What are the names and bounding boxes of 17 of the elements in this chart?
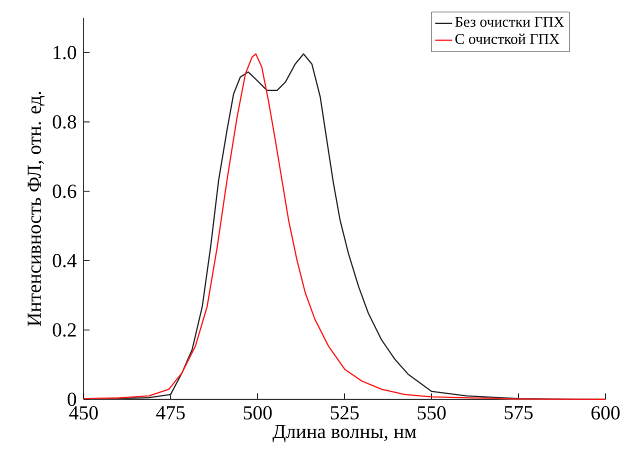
y-tick-label: 0.2 — [52, 323, 76, 337]
x-tick-label: 450 — [69, 406, 98, 420]
x-tick-label: 475 — [156, 406, 185, 420]
x-tick-label: 500 — [244, 406, 272, 420]
y-tick-label: 0 — [68, 392, 76, 406]
y-tick-label: 0.6 — [52, 184, 76, 198]
y-tick-label: 1.0 — [54, 46, 76, 60]
x-tick-label: 600 — [591, 406, 620, 420]
legend-label: С очисткой ГПХ — [455, 34, 560, 44]
y-axis-title: Интенсивность ФЛ, отн. ед. — [28, 92, 45, 326]
x-tick-label: 575 — [504, 406, 533, 420]
x-tick-label: 525 — [330, 406, 359, 420]
legend-label: Без очистки ГПХ — [455, 16, 564, 27]
x-tick-label: 550 — [418, 406, 446, 420]
y-tick-label: 0.8 — [52, 115, 76, 129]
x-axis-title: Длина волны, нм — [272, 424, 416, 442]
y-tick-label: 0.4 — [52, 254, 77, 268]
